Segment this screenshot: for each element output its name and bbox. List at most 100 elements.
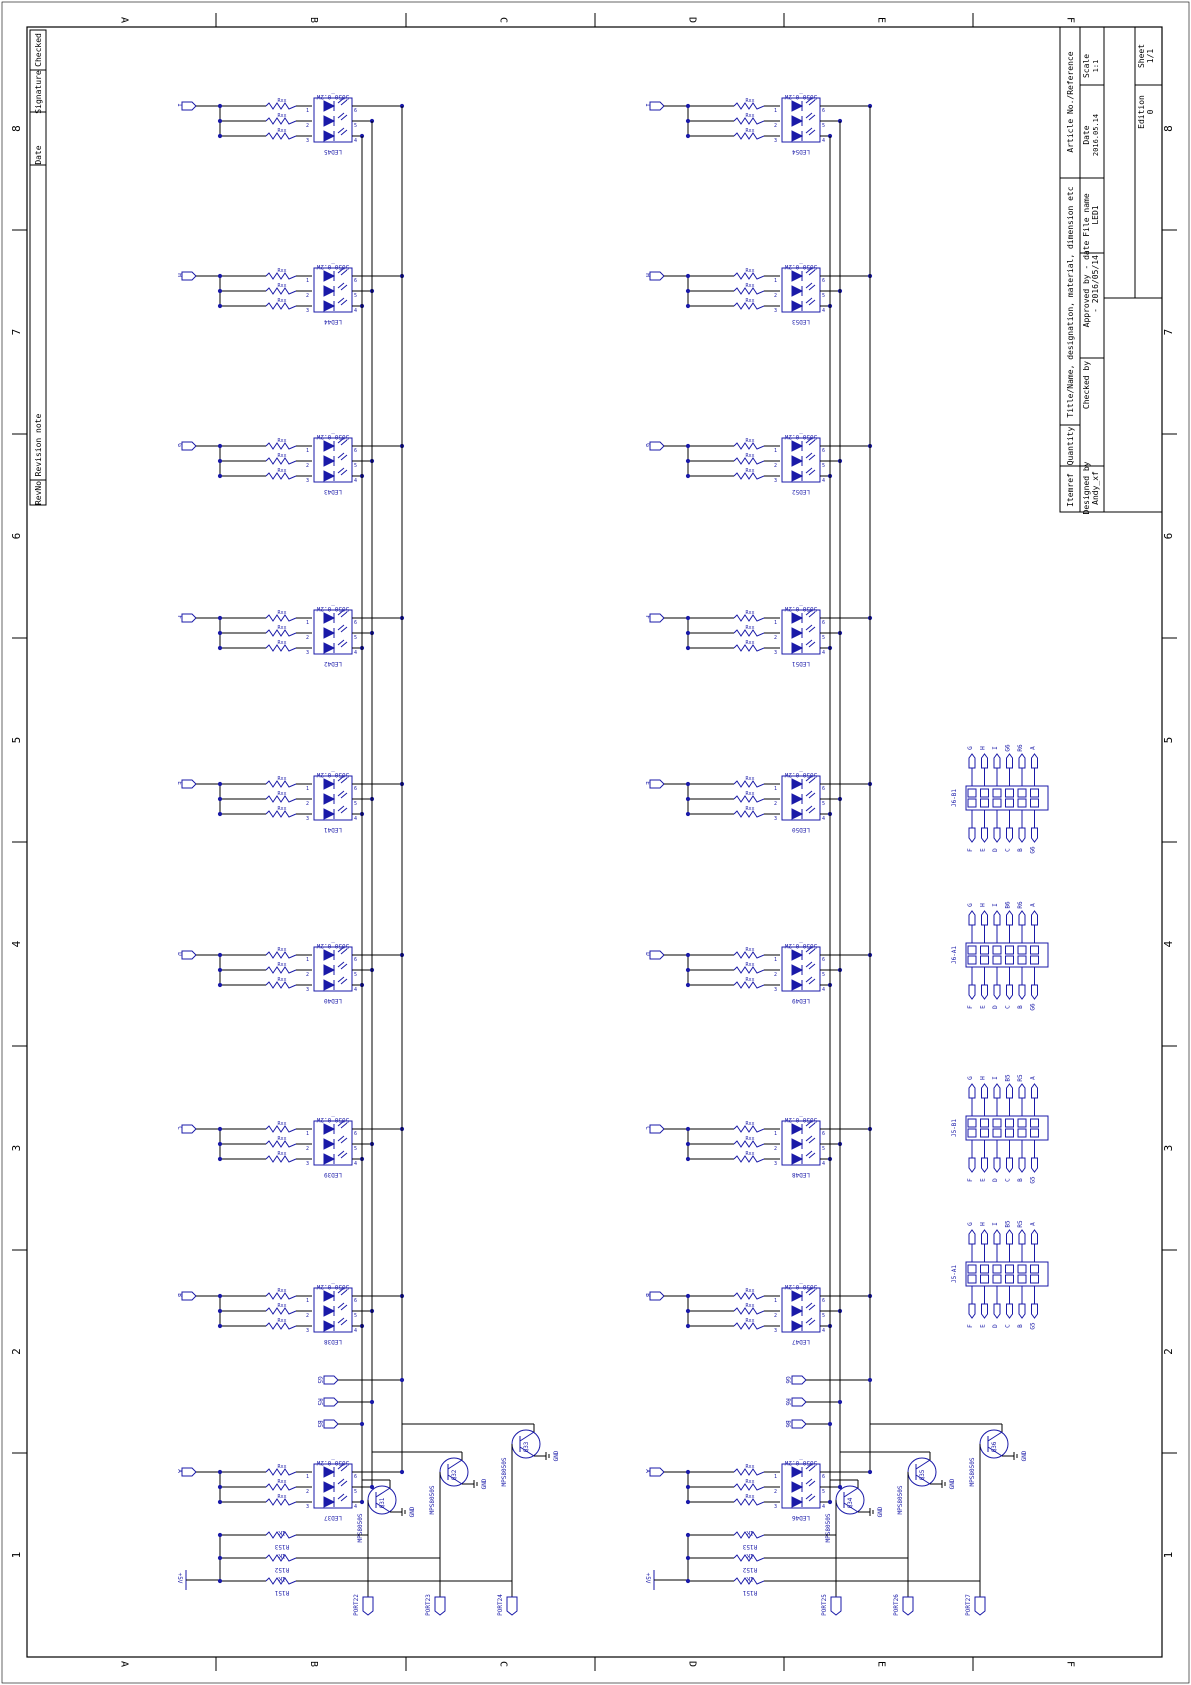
pin-number: 6 (822, 278, 825, 284)
led-ref: LED41 (324, 826, 342, 833)
emission-arrow (805, 1150, 813, 1157)
junction-dot (217, 1126, 223, 1132)
emission-arrow (805, 1135, 813, 1142)
junction-dot (217, 630, 223, 636)
pin-number: 1 (306, 620, 309, 626)
pin-label: G6 (1030, 1003, 1037, 1011)
led-input-label: B (176, 1293, 183, 1297)
port-label: PORT24 (497, 1594, 504, 1616)
pin-number: 3 (774, 478, 777, 484)
junction-dot (217, 1308, 223, 1314)
side-port-flag (323, 1397, 339, 1407)
resistor-zigzag (733, 102, 765, 110)
header-pin (967, 1264, 977, 1274)
junction-dot (217, 273, 223, 279)
resistor-zigzag (265, 1554, 297, 1562)
led-diode-icon (791, 1496, 804, 1508)
header-pin (967, 945, 977, 955)
emission-arrow (805, 1493, 813, 1500)
resistor-zigzag (733, 472, 765, 480)
led-diode-icon (323, 1138, 336, 1150)
led-diode-icon (323, 285, 336, 297)
port-flag (902, 1596, 914, 1616)
pin-number: 1 (774, 278, 777, 284)
led-block-led47: B Rxx 1 Rxx 2 Rxx 3 6 5 4 5050_0.2W LED47 (644, 1283, 830, 1345)
header-pin (1005, 1118, 1014, 1128)
resistor-ref: R153 (742, 1543, 757, 1550)
emission-arrow (337, 1302, 345, 1309)
row-label: 1 (1162, 1552, 1175, 1559)
junction-dot (217, 967, 223, 973)
emission-arrow (337, 452, 345, 459)
led-diode-icon (791, 100, 804, 112)
resistor-zigzag (733, 1531, 765, 1539)
led-diode-icon (791, 115, 804, 127)
pin-number: 6 (354, 957, 357, 963)
header-pin (967, 955, 977, 965)
pin-number: 2 (774, 123, 777, 129)
led-diode-icon (323, 1481, 336, 1493)
header-pin (1005, 1128, 1014, 1138)
led-block-led37: A Rxx 1 Rxx 2 Rxx 3 6 5 4 5050_0.2W LED37 (176, 1459, 362, 1521)
junction-dot (685, 288, 691, 294)
pin-number: 1 (306, 278, 309, 284)
emission-arrow (337, 1120, 345, 1127)
pin-number: 3 (774, 308, 777, 314)
led-ref: LED50 (792, 826, 810, 833)
checked-by-label: Checked by (1082, 361, 1091, 409)
pin-label: R5 (1017, 1220, 1024, 1228)
junction-dot (685, 1484, 691, 1490)
resistor-zigzag (733, 951, 765, 959)
transistor-emitter (843, 1502, 859, 1513)
emission-arrow (340, 129, 348, 136)
header-body (965, 785, 1049, 811)
junction-dot (217, 473, 223, 479)
junction-dot (685, 458, 691, 464)
emission-arrow (808, 114, 816, 121)
pin-label: B (1017, 1178, 1024, 1182)
gnd-label: GND (481, 1478, 488, 1489)
port-label: PORT25 (821, 1594, 828, 1616)
side-port-label: G5 (316, 1376, 323, 1384)
led-diode-icon (323, 300, 336, 312)
led-package-outline (313, 1287, 353, 1333)
led-diode-icon (323, 1305, 336, 1317)
resistor-ref: Rxx (277, 468, 286, 474)
resistor-zigzag (733, 272, 765, 280)
pin-number: 4 (354, 816, 357, 822)
pin-flag (968, 1303, 976, 1319)
emission-arrow (337, 437, 345, 444)
resistor-value: 1K (746, 1529, 754, 1536)
input-port-flag (181, 613, 197, 623)
pin-flag (1031, 827, 1038, 843)
pin-number: 4 (354, 308, 357, 314)
resistor-ref: Rxx (745, 98, 754, 104)
pin-number: 5 (822, 123, 825, 129)
pin-label: R6 (1017, 744, 1024, 752)
emission-arrow (805, 639, 813, 646)
pin-number: 3 (306, 1504, 309, 1510)
pin-number: 6 (822, 786, 825, 792)
pin-number: 4 (822, 1328, 825, 1334)
input-port-flag (649, 613, 665, 623)
emission-arrow (805, 1478, 813, 1485)
junction-dot (685, 1555, 691, 1561)
input-port-flag (181, 779, 197, 789)
led-ref: LED42 (324, 660, 342, 667)
input-port-flag (649, 1124, 665, 1134)
gnd-label: GND (1021, 1450, 1028, 1461)
emission-arrow (340, 641, 348, 648)
emission-arrow (340, 99, 348, 106)
emission-arrow (337, 97, 345, 104)
led-value: 5050_0.2W (784, 1459, 817, 1466)
led-diode-icon (791, 778, 804, 790)
pin-label: R5 (1017, 1074, 1024, 1082)
transistor-ref: Q34 (847, 1497, 854, 1508)
header-pin (992, 1274, 1002, 1284)
led-value: 5050_0.2W (316, 433, 349, 440)
resistor-zigzag (733, 117, 765, 125)
pin-flag (1018, 1303, 1026, 1319)
junction-dot (217, 288, 223, 294)
input-port-flag (649, 1467, 665, 1477)
resistor-zigzag (265, 272, 297, 280)
